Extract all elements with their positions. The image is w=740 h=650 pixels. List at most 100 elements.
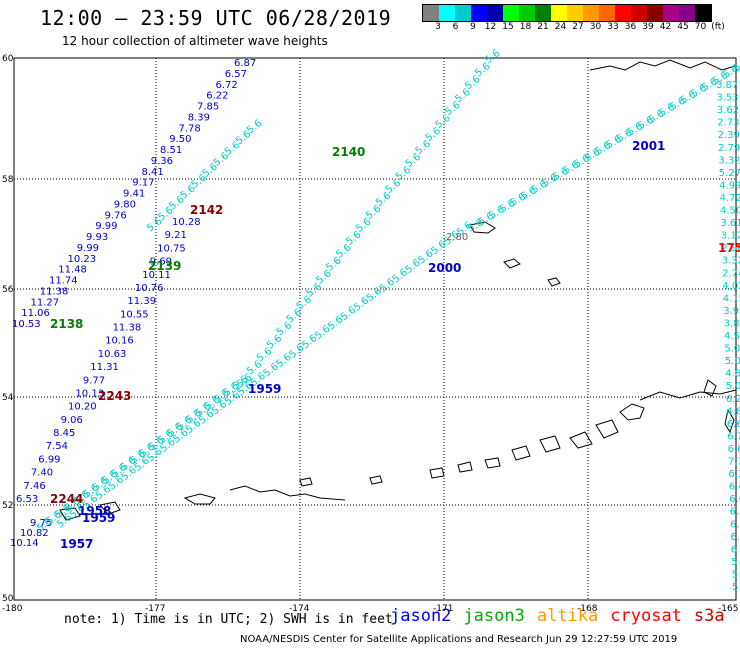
wave-height-label: 6.9 <box>730 519 740 530</box>
color-legend-labels: 3 6 9 12 15 18 21 24 27 30 33 36 39 42 45 70 (ft) <box>422 22 740 34</box>
color-legend <box>422 4 712 22</box>
wave-height-label: 11.39 <box>127 296 156 307</box>
wave-height-label: 11.38 <box>40 286 69 297</box>
wave-height-label: 6.22 <box>206 91 228 102</box>
wave-height-label: 5.07 <box>726 381 740 392</box>
satellite-name: cryosat <box>610 606 682 626</box>
lon-label: -165 <box>718 604 738 614</box>
lon-label: -174 <box>289 604 310 614</box>
wave-height-label: 9.76 <box>105 210 127 221</box>
lon-label: -177 <box>145 604 165 614</box>
wave-height-label: 11.38 <box>113 323 142 334</box>
wave-height-label: 9.41 <box>123 189 145 200</box>
wave-height-label: 5 <box>732 582 738 593</box>
wave-height-label: 6.41 <box>729 482 740 493</box>
wave-height-label: 9.80 <box>114 199 136 210</box>
pass-time-label: 175 <box>718 241 740 255</box>
legend-swatch <box>471 5 487 21</box>
wave-height-label: 6.87 <box>234 58 256 69</box>
wave-height-label: 6.3 <box>730 532 740 543</box>
pass-time-label: 1959 <box>248 382 281 396</box>
wave-height-label: 9.99 <box>95 221 117 232</box>
legend-label: (ft) <box>711 22 725 32</box>
satellite-name: jason2 <box>390 606 452 626</box>
legend-label: 30 <box>589 22 602 32</box>
wave-height-label: 3.61 <box>720 218 740 229</box>
legend-swatch <box>599 5 615 21</box>
pass-time-label: 1957 <box>60 537 93 551</box>
lon-label: -171 <box>433 604 453 614</box>
lon-axis-labels: -180 -177 -174 -171 -168 -165 <box>2 604 738 614</box>
wave-height-label: 7.33 <box>728 457 740 468</box>
wave-height-label: 3.32 <box>718 155 740 166</box>
wave-height-label: 9.36 <box>151 156 173 167</box>
wave-height-label: 6.26 <box>730 507 740 518</box>
wave-height-label: 4.99 <box>719 180 740 191</box>
legend-swatch <box>455 5 471 21</box>
wave-height-label: 5.06 <box>724 344 740 355</box>
wave-height-label: 6.21 <box>726 394 740 405</box>
page-title: 12:00 – 23:59 UTC 06/28/2019 <box>40 6 392 30</box>
legend-swatch <box>487 5 503 21</box>
wave-height-label: 10.53 <box>12 319 41 330</box>
wave-height-label: 6.57 <box>225 69 247 80</box>
wave-height-label: 4.15 <box>723 293 740 304</box>
grid-lines <box>14 58 736 600</box>
wave-height-label: 6 <box>731 544 737 555</box>
wave-height-label: 3.87 <box>716 80 738 91</box>
pass-time-label: 1958 <box>78 504 111 518</box>
satellite-legend: jason2 jason3 altika cryosat s3a <box>390 606 737 626</box>
legend-label: 45 <box>677 22 689 32</box>
wave-height-label: 6.66 <box>727 419 740 430</box>
wave-height-label: 3.53 <box>716 93 738 104</box>
map-frame <box>13 57 737 601</box>
wave-height-label: 6.72 <box>216 80 238 91</box>
legend-label: 70 <box>694 22 707 32</box>
wave-height-label: 9.17 <box>132 178 154 189</box>
legend-swatch <box>423 5 439 21</box>
wave-height-label: 6.69 <box>728 444 740 455</box>
wave-height-label: 6.99 <box>38 454 60 465</box>
legend-label: 21 <box>537 22 549 32</box>
wave-height-label: 10.75 <box>157 243 186 254</box>
wave-height-label: 3.95 <box>723 306 740 317</box>
legend-label: 12 <box>484 22 497 32</box>
pass-time-label: 2001 <box>632 139 665 153</box>
wave-height-label: 9.77 <box>83 375 105 386</box>
legend-swatch <box>535 5 551 21</box>
wave-height-label: 3.62 <box>717 105 739 116</box>
lat-label: 60 <box>2 54 14 64</box>
legend-swatch <box>519 5 535 21</box>
pass-time-label: 2138 <box>50 317 83 331</box>
wave-height-label: 8.45 <box>53 428 75 439</box>
lon-label: -168 <box>577 604 598 614</box>
wave-height-label: 5.00 <box>725 356 740 367</box>
legend-swatch <box>695 5 711 21</box>
lat-label: 50 <box>2 594 14 604</box>
wave-height-label: 9.93 <box>86 232 108 243</box>
lat-label: 54 <box>2 393 14 403</box>
legend-label: 33 <box>607 22 619 32</box>
satellite-name: s3a <box>693 606 725 626</box>
legend-swatch <box>567 5 583 21</box>
wave-height-label: 4.87 <box>726 406 740 417</box>
wave-height-label: 7.54 <box>46 441 68 452</box>
wave-height-label: 10.13 <box>75 388 104 399</box>
wave-height-label: 6.31 <box>728 469 740 480</box>
legend-swatch <box>583 5 599 21</box>
wave-height-label: 4.02 <box>722 281 740 292</box>
wave-height-label: 5 <box>731 557 737 568</box>
wave-height-label: 10.11 <box>142 270 171 281</box>
wave-height-label: 9.75 <box>30 518 52 529</box>
wave-height-label: 3.88 <box>724 318 740 329</box>
legend-label: 3 <box>435 22 441 32</box>
pass-time-label: 2244 <box>50 492 83 506</box>
lon-label: -180 <box>2 604 23 614</box>
legend-label: 24 <box>554 22 567 32</box>
lat-axis-labels: 60 58 56 54 52 50 <box>2 54 14 604</box>
wave-height-label: 5 <box>732 569 738 580</box>
pass-time-label: 2139 <box>148 259 181 273</box>
wave-height-label: 11.06 <box>21 308 50 319</box>
lat-label: 58 <box>2 175 14 185</box>
legend-swatch <box>663 5 679 21</box>
